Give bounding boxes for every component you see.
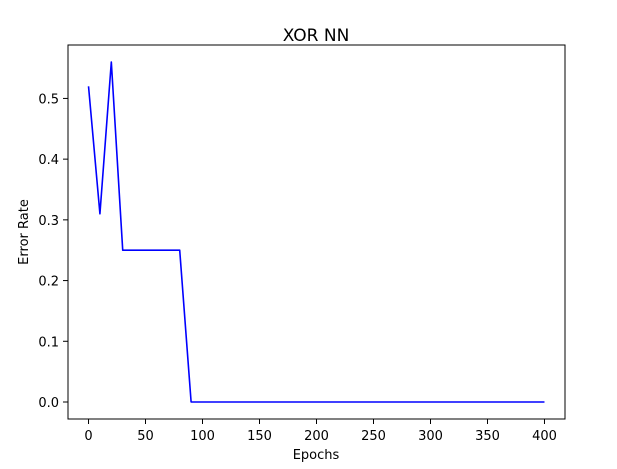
- y-tick-label: 0.1: [38, 335, 59, 350]
- x-tick-label: 400: [532, 429, 557, 444]
- y-tick-label: 0.4: [38, 153, 59, 168]
- chart-title: XOR NN: [283, 26, 350, 46]
- series-line-0: [87, 61, 545, 403]
- x-tick-label: 200: [304, 429, 329, 444]
- x-tick-label: 150: [247, 429, 272, 444]
- x-tick-label: 250: [361, 429, 386, 444]
- plot-frame: [67, 44, 566, 420]
- x-tick-label: 0: [84, 429, 92, 444]
- x-tick-label: 300: [418, 429, 443, 444]
- y-axis-label: Error Rate: [17, 199, 32, 265]
- y-tick-label: 0.0: [38, 396, 59, 411]
- y-tick-label: 0.5: [38, 92, 59, 107]
- series-layer: [87, 61, 545, 403]
- x-tick-label: 50: [137, 429, 154, 444]
- y-tick-label: 0.2: [38, 275, 59, 290]
- x-tick-label: 100: [190, 429, 215, 444]
- x-axis: 0 50 100 150 200 250 300 350 400: [84, 419, 557, 444]
- y-axis: 0.0 0.1 0.2 0.3 0.4 0.5: [38, 92, 68, 411]
- x-tick-label: 350: [475, 429, 500, 444]
- x-axis-label: Epochs: [293, 448, 340, 463]
- y-tick-label: 0.3: [38, 214, 59, 229]
